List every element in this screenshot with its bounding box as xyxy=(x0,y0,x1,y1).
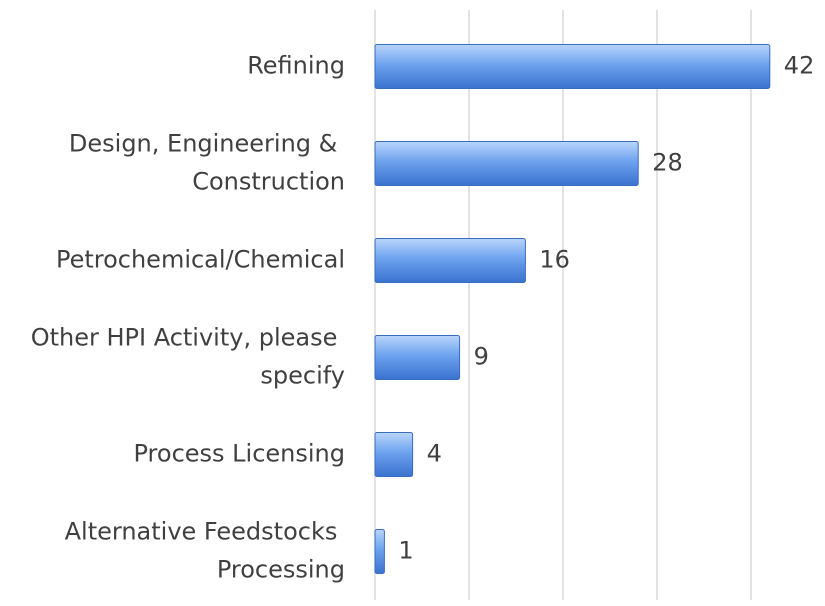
data-label: 16 xyxy=(539,246,570,274)
y-tick-label: Alternative Feedstocks Processing xyxy=(65,518,345,584)
bar xyxy=(374,335,461,380)
y-tick-label: Process Licensing xyxy=(134,440,346,468)
data-label: 1 xyxy=(398,537,413,565)
y-tick-label: Refining xyxy=(247,52,345,80)
bar xyxy=(374,44,771,89)
bar xyxy=(374,529,385,574)
bar xyxy=(374,432,414,477)
data-label: 42 xyxy=(784,52,815,80)
y-tick-label: Design, Engineering & Construction xyxy=(69,130,345,196)
data-label: 4 xyxy=(427,440,442,468)
data-label: 9 xyxy=(474,343,489,371)
y-tick-label: Petrochemical/Chemical xyxy=(56,246,345,274)
bar xyxy=(374,141,639,186)
bar xyxy=(374,238,526,283)
y-tick-label: Other HPI Activity, please specify xyxy=(31,324,345,390)
data-label: 28 xyxy=(652,149,683,177)
